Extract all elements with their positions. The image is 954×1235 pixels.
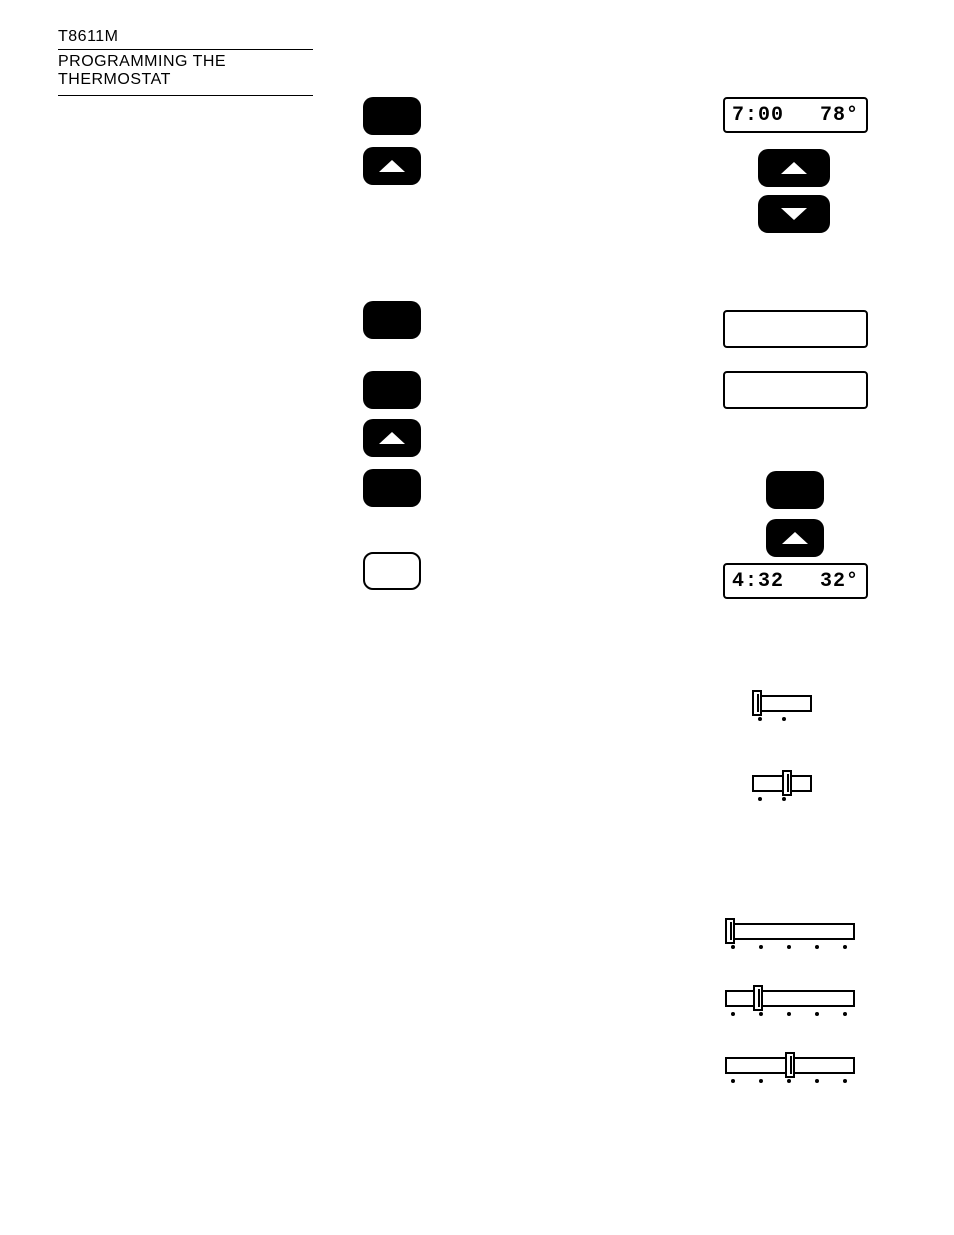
- slider-dot: [843, 945, 847, 949]
- slider-thumb[interactable]: [785, 1052, 795, 1078]
- blank-key[interactable]: [363, 301, 421, 339]
- slider-dot: [815, 1012, 819, 1016]
- slider-dot: [759, 1079, 763, 1083]
- lcd-temp-value: 78: [820, 104, 846, 127]
- model-number: T8611M: [58, 28, 313, 50]
- section-title: PROGRAMMING THE THERMOSTAT: [58, 53, 313, 96]
- slider-dot: [815, 945, 819, 949]
- slider-dot: [758, 717, 762, 721]
- blank-key[interactable]: [766, 471, 824, 509]
- slider-thumb[interactable]: [782, 770, 792, 796]
- slider-dot: [787, 1012, 791, 1016]
- slider-dot: [759, 945, 763, 949]
- slider-long[interactable]: [725, 990, 855, 1007]
- blank-box: [723, 310, 868, 348]
- slider-dot: [843, 1079, 847, 1083]
- slider-short[interactable]: [752, 695, 812, 712]
- degree-symbol: °: [846, 104, 859, 127]
- slider-dot: [758, 797, 762, 801]
- blank-key[interactable]: [363, 371, 421, 409]
- slider-long[interactable]: [725, 923, 855, 940]
- page-header: T8611M PROGRAMMING THE THERMOSTAT: [58, 28, 313, 96]
- slider-short[interactable]: [752, 775, 812, 792]
- lcd-time: 7:00: [732, 104, 784, 127]
- slider-thumb[interactable]: [725, 918, 735, 944]
- slider-dot: [787, 1079, 791, 1083]
- slider-dot: [815, 1079, 819, 1083]
- blank-box: [723, 371, 868, 409]
- slider-dot: [843, 1012, 847, 1016]
- arrow-up-key[interactable]: [766, 519, 824, 557]
- lcd-temp: 78°: [820, 104, 859, 127]
- arrow-up-key[interactable]: [363, 419, 421, 457]
- page: T8611M PROGRAMMING THE THERMOSTAT 7:00 7…: [0, 0, 954, 1235]
- slider-long[interactable]: [725, 1057, 855, 1074]
- slider-dot: [759, 1012, 763, 1016]
- slider-track: [725, 990, 855, 1007]
- lcd-display: 4:32 32°: [723, 563, 868, 599]
- slider-thumb[interactable]: [753, 985, 763, 1011]
- arrow-up-key[interactable]: [363, 147, 421, 185]
- slider-dot: [782, 717, 786, 721]
- slider-dot: [731, 1012, 735, 1016]
- outline-key[interactable]: [363, 552, 421, 590]
- blank-key[interactable]: [363, 97, 421, 135]
- slider-track: [725, 923, 855, 940]
- degree-symbol: °: [846, 570, 859, 593]
- lcd-display: 7:00 78°: [723, 97, 868, 133]
- arrow-down-key[interactable]: [758, 195, 830, 233]
- blank-key[interactable]: [363, 469, 421, 507]
- lcd-temp-value: 32: [820, 570, 846, 593]
- slider-dot: [787, 945, 791, 949]
- lcd-time: 4:32: [732, 570, 784, 593]
- lcd-temp: 32°: [820, 570, 859, 593]
- arrow-up-key[interactable]: [758, 149, 830, 187]
- slider-dot: [782, 797, 786, 801]
- slider-dot: [731, 1079, 735, 1083]
- slider-dot: [731, 945, 735, 949]
- slider-thumb[interactable]: [752, 690, 762, 716]
